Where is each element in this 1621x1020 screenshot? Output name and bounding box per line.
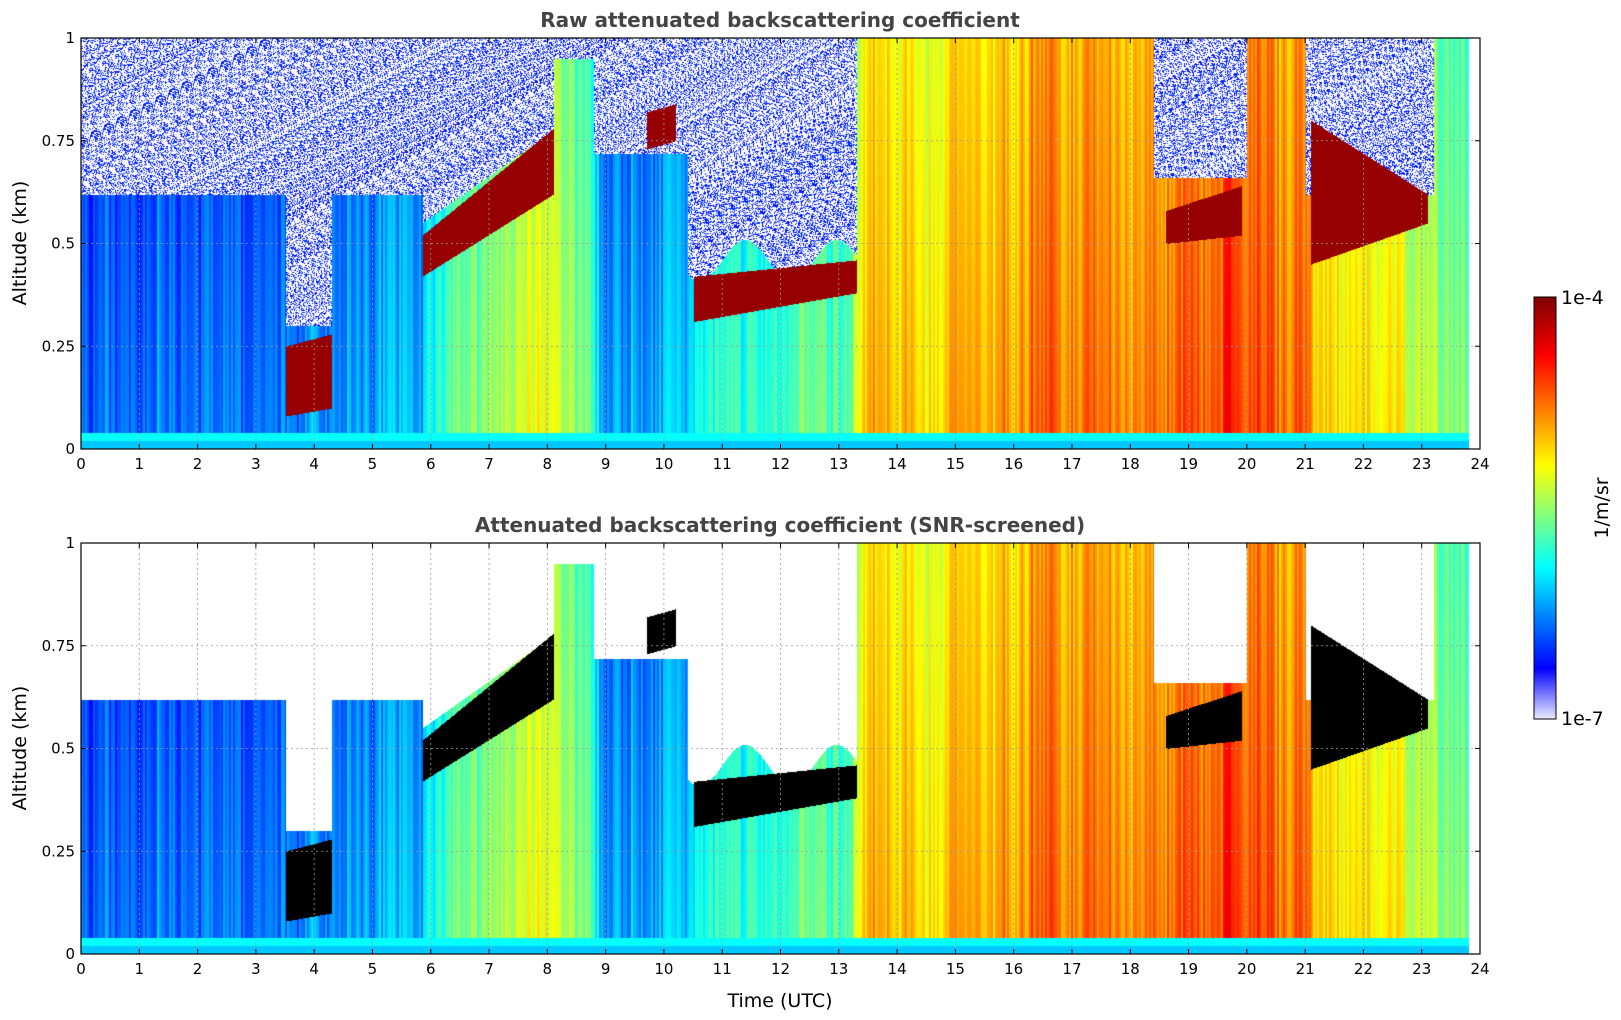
x-tick-label: 3 bbox=[251, 455, 261, 473]
x-tick-label: 4 bbox=[309, 455, 319, 473]
x-ticks: 0 1 2 3 4 5 6 7 8 9 10 11 12 13 14 15 16 17 18 19 20 21 22 23 24 bbox=[76, 543, 1490, 978]
x-tick-label: 15 bbox=[946, 455, 965, 473]
y-tick-label: 0 bbox=[65, 440, 75, 458]
x-tick-label: 3 bbox=[251, 960, 261, 978]
y-tick-label: 0.5 bbox=[51, 740, 75, 758]
x-tick-label: 5 bbox=[368, 455, 378, 473]
x-tick-label: 14 bbox=[888, 960, 907, 978]
chart-title: Attenuated backscattering coefficient (S… bbox=[475, 513, 1085, 537]
x-tick-label: 24 bbox=[1470, 455, 1489, 473]
x-tick-label: 7 bbox=[484, 960, 494, 978]
grid bbox=[81, 38, 1480, 449]
colorbar-unit-label: 1/m/sr bbox=[1591, 477, 1613, 538]
y-tick-label: 0.25 bbox=[42, 337, 75, 355]
x-axis-label: Time (UTC) bbox=[726, 990, 832, 1012]
x-tick-label: 21 bbox=[1296, 960, 1315, 978]
y-tick-label: 0.75 bbox=[42, 637, 75, 655]
y-ticks: 0 0.25 0.5 0.75 1 bbox=[42, 29, 1480, 458]
colorbar-gradient bbox=[1533, 296, 1557, 720]
x-tick-label: 7 bbox=[484, 455, 494, 473]
x-tick-label: 17 bbox=[1062, 455, 1081, 473]
x-tick-label: 10 bbox=[654, 960, 673, 978]
y-tick-label: 1 bbox=[65, 534, 75, 552]
x-tick-label: 18 bbox=[1121, 960, 1140, 978]
x-tick-label: 8 bbox=[543, 455, 553, 473]
x-ticks: 0 1 2 3 4 5 6 7 8 9 10 11 12 13 14 15 16 17 18 19 20 21 22 23 24 bbox=[76, 38, 1490, 473]
x-tick-label: 13 bbox=[829, 960, 848, 978]
x-tick-label: 12 bbox=[771, 455, 790, 473]
x-tick-label: 19 bbox=[1179, 960, 1198, 978]
x-tick-label: 4 bbox=[309, 960, 319, 978]
x-tick-label: 17 bbox=[1062, 960, 1081, 978]
colorbar-min-label: 1e-7 bbox=[1561, 708, 1604, 730]
x-tick-label: 21 bbox=[1296, 455, 1315, 473]
x-tick-label: 2 bbox=[193, 455, 203, 473]
x-tick-label: 8 bbox=[543, 960, 553, 978]
x-tick-label: 16 bbox=[1004, 960, 1023, 978]
colorbar-max-label: 1e-4 bbox=[1561, 287, 1604, 309]
y-tick-label: 1 bbox=[65, 29, 75, 47]
x-tick-label: 22 bbox=[1354, 455, 1373, 473]
x-tick-label: 6 bbox=[426, 960, 436, 978]
x-tick-label: 14 bbox=[888, 455, 907, 473]
panel-screened: Attenuated backscattering coefficient (S… bbox=[9, 513, 1490, 1012]
y-axis-label: Altitude (km) bbox=[9, 686, 31, 811]
x-tick-label: 0 bbox=[76, 960, 86, 978]
x-tick-label: 9 bbox=[601, 455, 611, 473]
grid bbox=[81, 543, 1480, 954]
x-tick-label: 5 bbox=[368, 960, 378, 978]
y-axis-label: Altitude (km) bbox=[9, 181, 31, 306]
x-tick-label: 19 bbox=[1179, 455, 1198, 473]
x-tick-label: 10 bbox=[654, 455, 673, 473]
x-tick-label: 1 bbox=[135, 960, 145, 978]
x-tick-label: 20 bbox=[1237, 455, 1256, 473]
x-tick-label: 11 bbox=[713, 455, 732, 473]
x-tick-label: 23 bbox=[1412, 455, 1431, 473]
x-tick-label: 18 bbox=[1121, 455, 1140, 473]
y-ticks: 0 0.25 0.5 0.75 1 bbox=[42, 534, 1480, 963]
x-tick-label: 13 bbox=[829, 455, 848, 473]
x-tick-label: 15 bbox=[946, 960, 965, 978]
x-tick-label: 20 bbox=[1237, 960, 1256, 978]
y-tick-label: 0 bbox=[65, 945, 75, 963]
x-tick-label: 11 bbox=[713, 960, 732, 978]
x-tick-label: 23 bbox=[1412, 960, 1431, 978]
x-tick-label: 22 bbox=[1354, 960, 1373, 978]
x-tick-label: 12 bbox=[771, 960, 790, 978]
x-tick-label: 0 bbox=[76, 455, 86, 473]
x-tick-label: 2 bbox=[193, 960, 203, 978]
x-tick-label: 16 bbox=[1004, 455, 1023, 473]
y-tick-label: 0.25 bbox=[42, 842, 75, 860]
y-tick-label: 0.75 bbox=[42, 132, 75, 150]
x-tick-label: 24 bbox=[1470, 960, 1489, 978]
panel-raw: Raw attenuated backscattering coefficien… bbox=[9, 8, 1490, 473]
colorbar: 1e-4 1e-7 1/m/sr bbox=[1533, 287, 1613, 730]
x-tick-label: 1 bbox=[135, 455, 145, 473]
y-tick-label: 0.5 bbox=[51, 235, 75, 253]
x-tick-label: 9 bbox=[601, 960, 611, 978]
chart-title: Raw attenuated backscattering coefficien… bbox=[540, 8, 1020, 32]
x-tick-label: 6 bbox=[426, 455, 436, 473]
